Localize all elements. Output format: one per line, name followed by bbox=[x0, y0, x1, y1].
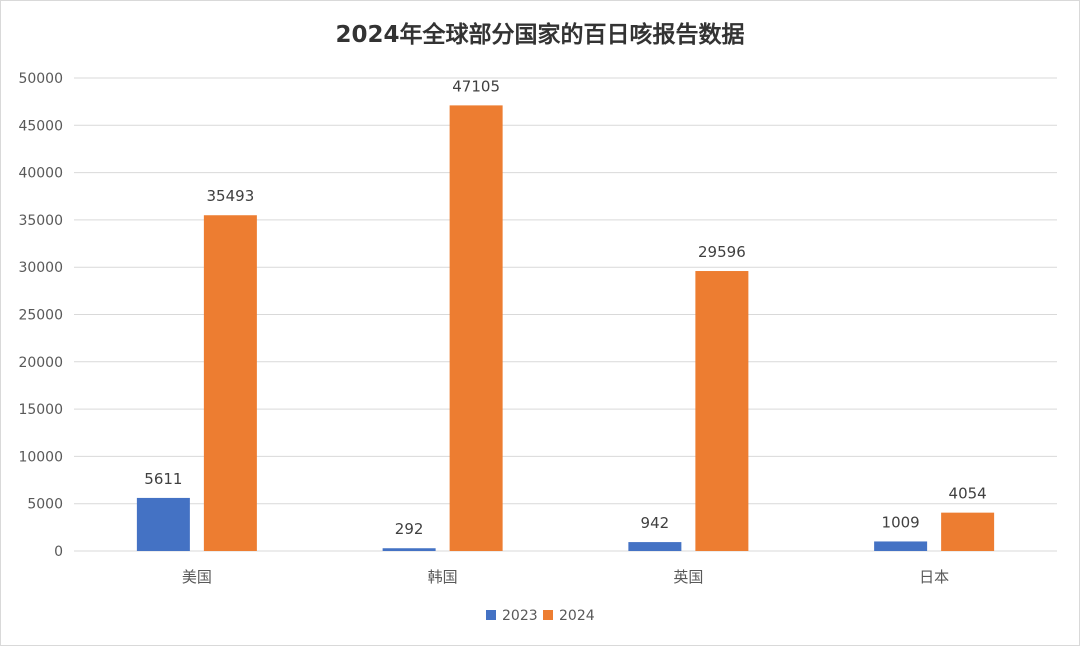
x-tick-label: 英国 bbox=[673, 568, 703, 586]
data-label: 1009 bbox=[882, 513, 920, 531]
x-tick-label: 韩国 bbox=[428, 568, 458, 586]
legend-swatch-2023 bbox=[486, 610, 496, 620]
y-tick-label: 45000 bbox=[18, 118, 63, 134]
legend-label: 2023 bbox=[502, 608, 538, 624]
bar-2024-日本 bbox=[941, 512, 995, 551]
y-tick-label: 35000 bbox=[18, 213, 63, 229]
bar-2024-美国 bbox=[203, 215, 257, 552]
bar-2023-美国 bbox=[136, 497, 190, 551]
data-label: 292 bbox=[395, 520, 424, 538]
data-label: 29596 bbox=[698, 243, 746, 261]
legend: 2023 2024 bbox=[486, 608, 595, 624]
x-tick-label: 日本 bbox=[919, 568, 949, 586]
legend-label: 2024 bbox=[559, 608, 595, 624]
bars: 5611 35493 292 47105 942 29596 1009 4054 bbox=[136, 77, 995, 552]
y-tick-label: 5000 bbox=[27, 497, 63, 513]
data-label: 4054 bbox=[949, 485, 987, 503]
bar-2023-英国 bbox=[628, 542, 682, 551]
data-label: 942 bbox=[641, 514, 670, 532]
x-tick-label: 美国 bbox=[182, 568, 212, 586]
data-label: 35493 bbox=[207, 187, 255, 205]
y-tick-label: 25000 bbox=[18, 308, 63, 324]
y-tick-label: 40000 bbox=[18, 166, 63, 182]
y-axis: 0 5000 10000 15000 20000 25000 30000 35000 40000… bbox=[18, 71, 63, 560]
bar-2024-韩国 bbox=[449, 105, 503, 551]
data-label: 5611 bbox=[144, 470, 182, 488]
chart-title: 2024年全球部分国家的百日咳报告数据 bbox=[335, 21, 744, 48]
y-tick-label: 10000 bbox=[18, 449, 63, 465]
y-tick-label: 50000 bbox=[18, 71, 63, 87]
bar-2024-英国 bbox=[695, 271, 749, 551]
y-tick-label: 20000 bbox=[18, 355, 63, 371]
legend-swatch-2024 bbox=[543, 610, 553, 620]
data-label: 47105 bbox=[452, 77, 500, 95]
y-tick-label: 30000 bbox=[18, 260, 63, 276]
y-tick-label: 15000 bbox=[18, 402, 63, 418]
y-tick-label: 0 bbox=[54, 544, 63, 560]
x-axis: 美国 韩国 英国 日本 bbox=[182, 568, 949, 586]
bar-2023-日本 bbox=[874, 541, 928, 551]
bar-2023-韩国 bbox=[382, 548, 436, 551]
